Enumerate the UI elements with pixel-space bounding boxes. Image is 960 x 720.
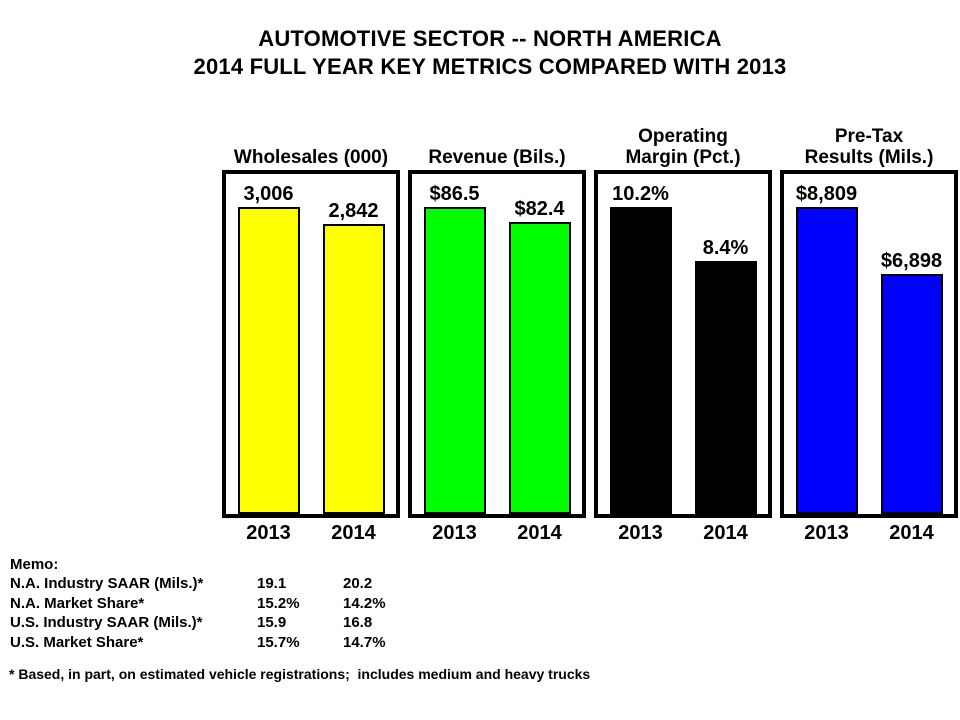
chart-panels: Wholesales (000) 3,006 2,842 2013 2014 Revenu… — [222, 123, 958, 545]
panel-title-line: Wholesales (000) — [233, 147, 389, 168]
bar-value-label: $82.4 — [514, 198, 565, 220]
memo-value-2013: 15.7% — [257, 633, 300, 651]
slide-title: AUTOMOTIVE SECTOR -- NORTH AMERICA 2014 … — [20, 25, 960, 81]
panel-title-wholesales: Wholesales (000) — [222, 123, 400, 168]
bar-operating-margin-2013 — [609, 207, 672, 514]
panel-title-pre-tax-results: Pre-Tax Results (Mils.) — [780, 123, 958, 168]
x-tick-label: 2014 — [889, 522, 934, 544]
bar-value-label: $8,809 — [795, 183, 858, 205]
memo-row-label: U.S. Market Share* — [10, 633, 144, 651]
panel-title-line: Margin (Pct.) — [625, 147, 741, 168]
metric-panel-revenue: Revenue (Bils.) $86.5 $82.4 2013 2014 — [408, 123, 586, 545]
x-tick-label: 2013 — [246, 522, 291, 544]
bar-pre-tax-results-2014 — [880, 274, 943, 514]
x-tick-label: 2014 — [331, 522, 376, 544]
memo-row: U.S. Market Share* 15.7% 14.7% — [10, 633, 386, 652]
memo-row: N.A. Industry SAAR (Mils.)* 19.1 20.2 — [10, 574, 386, 593]
bar-value-label: 10.2% — [612, 183, 669, 205]
metric-panel-operating-margin: Operating Margin (Pct.) 10.2% 8.4% 2013 2014 — [594, 123, 772, 545]
memo-section: Memo: N.A. Industry SAAR (Mils.)* 19.1 20.… — [10, 555, 386, 652]
memo-row: U.S. Industry SAAR (Mils.)* 15.9 16.8 — [10, 613, 386, 632]
bar-revenue-2014 — [508, 222, 571, 514]
panel-title-operating-margin: Operating Margin (Pct.) — [594, 123, 772, 168]
panel-title-line: Pre-Tax — [834, 126, 904, 147]
metric-panel-wholesales: Wholesales (000) 3,006 2,842 2013 2014 — [222, 123, 400, 545]
bar-pre-tax-results-2013 — [795, 207, 858, 514]
memo-row: N.A. Market Share* 15.2% 14.2% — [10, 594, 386, 613]
x-axis-labels: 2013 2014 — [408, 518, 586, 545]
memo-row-label: N.A. Market Share* — [10, 594, 145, 612]
bar-wholesales-2013 — [237, 207, 300, 514]
bar-value-label: 8.4% — [702, 237, 749, 259]
x-tick-label: 2014 — [703, 522, 748, 544]
x-tick-label: 2013 — [804, 522, 849, 544]
panel-title-line: Revenue (Bils.) — [428, 147, 566, 168]
bar-group-2013: $86.5 — [415, 174, 495, 514]
memo-value-2014: 20.2 — [343, 575, 373, 593]
memo-value-2014: 14.7% — [343, 633, 386, 651]
bar-operating-margin-2014 — [694, 261, 757, 514]
panel-plot-area: 3,006 2,842 — [222, 170, 400, 518]
panel-title-revenue: Revenue (Bils.) — [408, 123, 586, 168]
memo-row-label: U.S. Industry SAAR (Mils.)* — [10, 614, 203, 632]
panel-plot-area: $86.5 $82.4 — [408, 170, 586, 518]
memo-value-2013: 19.1 — [257, 575, 287, 593]
bar-group-2014: 2,842 — [314, 174, 394, 514]
bar-value-label: 3,006 — [243, 183, 294, 205]
bar-group-2013: $8,809 — [787, 174, 867, 514]
panel-title-line: Operating — [638, 126, 728, 147]
footnote: * Based, in part, on estimated vehicle r… — [9, 666, 591, 682]
bar-group-2013: 3,006 — [229, 174, 309, 514]
memo-value-2013: 15.9 — [257, 614, 287, 632]
memo-value-2014: 14.2% — [343, 594, 386, 612]
x-tick-label: 2014 — [517, 522, 562, 544]
bar-value-label: $6,898 — [880, 250, 943, 272]
bar-value-label: $86.5 — [429, 183, 480, 205]
panel-title-line: Results (Mils.) — [804, 147, 934, 168]
panel-plot-area: $8,809 $6,898 — [780, 170, 958, 518]
memo-row-label: N.A. Industry SAAR (Mils.)* — [10, 575, 204, 593]
memo-rows: N.A. Industry SAAR (Mils.)* 19.1 20.2 N.A. … — [10, 574, 386, 652]
bar-value-label: 2,842 — [328, 200, 379, 222]
x-axis-labels: 2013 2014 — [594, 518, 772, 545]
slide-title-line2: 2014 FULL YEAR KEY METRICS COMPARED WITH… — [193, 54, 787, 79]
bar-group-2014: $6,898 — [872, 174, 952, 514]
bar-revenue-2013 — [423, 207, 486, 514]
bar-wholesales-2014 — [322, 224, 385, 514]
x-tick-label: 2013 — [432, 522, 477, 544]
bar-group-2014: $82.4 — [500, 174, 580, 514]
memo-value-2013: 15.2% — [257, 594, 300, 612]
memo-value-2014: 16.8 — [343, 614, 373, 632]
x-tick-label: 2013 — [618, 522, 663, 544]
bar-group-2013: 10.2% — [601, 174, 681, 514]
panel-plot-area: 10.2% 8.4% — [594, 170, 772, 518]
x-axis-labels: 2013 2014 — [780, 518, 958, 545]
slide-title-line1: AUTOMOTIVE SECTOR -- NORTH AMERICA — [258, 26, 722, 51]
x-axis-labels: 2013 2014 — [222, 518, 400, 545]
memo-title: Memo: — [10, 556, 59, 573]
metric-panel-pre-tax-results: Pre-Tax Results (Mils.) $8,809 $6,898 2013 20… — [780, 123, 958, 545]
bar-group-2014: 8.4% — [686, 174, 766, 514]
